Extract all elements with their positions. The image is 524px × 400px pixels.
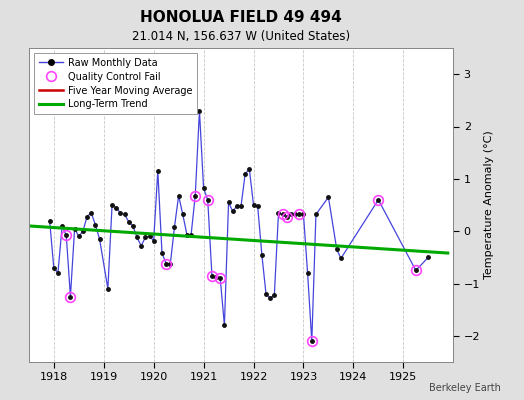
Text: HONOLUA FIELD 49 494: HONOLUA FIELD 49 494 [140, 10, 342, 25]
Text: Berkeley Earth: Berkeley Earth [429, 383, 500, 393]
Legend: Raw Monthly Data, Quality Control Fail, Five Year Moving Average, Long-Term Tren: Raw Monthly Data, Quality Control Fail, … [34, 53, 197, 114]
Text: 21.014 N, 156.637 W (United States): 21.014 N, 156.637 W (United States) [132, 30, 350, 43]
Y-axis label: Temperature Anomaly (°C): Temperature Anomaly (°C) [484, 131, 494, 279]
